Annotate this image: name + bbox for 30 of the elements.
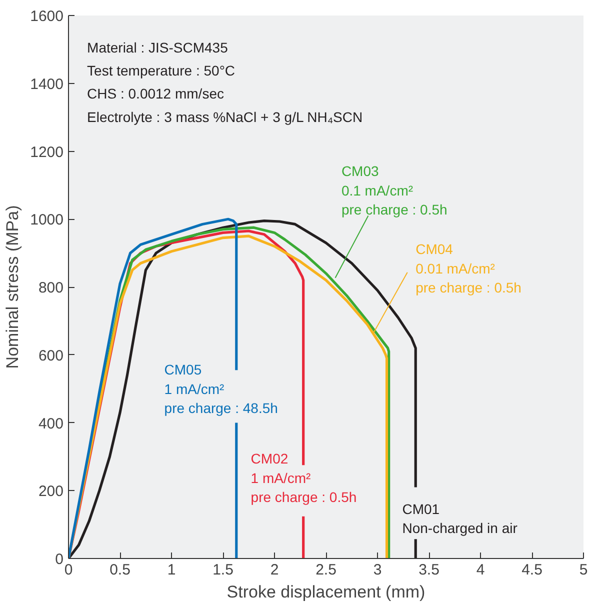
- y-tick-label: 1600: [30, 8, 64, 25]
- text: CM03 0.1 mA/cm² pre charge : 0.5h: [341, 163, 448, 218]
- y-tick-label: 800: [38, 280, 64, 296]
- text: CM04 0.01 mA/cm² pre charge : 0.5h: [416, 241, 522, 296]
- series-label: CM05 1 mA/cm² pre charge : 48.5h: [164, 362, 278, 416]
- x-tick-label: 3: [373, 562, 382, 578]
- x-tick-label: 5: [579, 562, 588, 578]
- x-tick-label: 4: [476, 562, 485, 578]
- annotation: CHS : 0.0012 mm/sec: [87, 86, 224, 102]
- y-tick-label: 0: [55, 551, 64, 568]
- x-tick-label: 0.5: [110, 562, 130, 578]
- y-tick-label: 200: [38, 483, 64, 500]
- annotation: Material : JIS-SCM435: [87, 39, 228, 56]
- series-label: CM02 1 mA/cm² pre charge : 0.5h: [250, 450, 357, 505]
- annotation: Electrolyte : 3 mass %NaCl + 3 g/L NH₄SCN: [87, 108, 363, 125]
- series-label: CM01 Non-charged in air: [402, 500, 518, 536]
- y-tick-label: 1400: [30, 76, 64, 93]
- x-tick-label: 1: [167, 562, 176, 578]
- y-tick-label: 600: [38, 347, 64, 364]
- x-tick-label: 2.5: [316, 562, 336, 578]
- x-tick-label: 1.5: [212, 562, 234, 578]
- y-axis-title: Nominal stress (MPa): [3, 205, 22, 369]
- x-tick-label: 3.5: [418, 562, 440, 578]
- y-tick-label: 1200: [30, 144, 64, 161]
- y-tick-label: 1000: [30, 212, 64, 229]
- annotation: Test temperature : 50°C: [87, 62, 236, 78]
- x-axis-title: Stroke displacement (mm): [226, 582, 426, 602]
- y-tick-label: 400: [38, 415, 64, 432]
- x-tick-label: 2: [270, 562, 279, 578]
- x-tick-label: 4.5: [522, 562, 542, 578]
